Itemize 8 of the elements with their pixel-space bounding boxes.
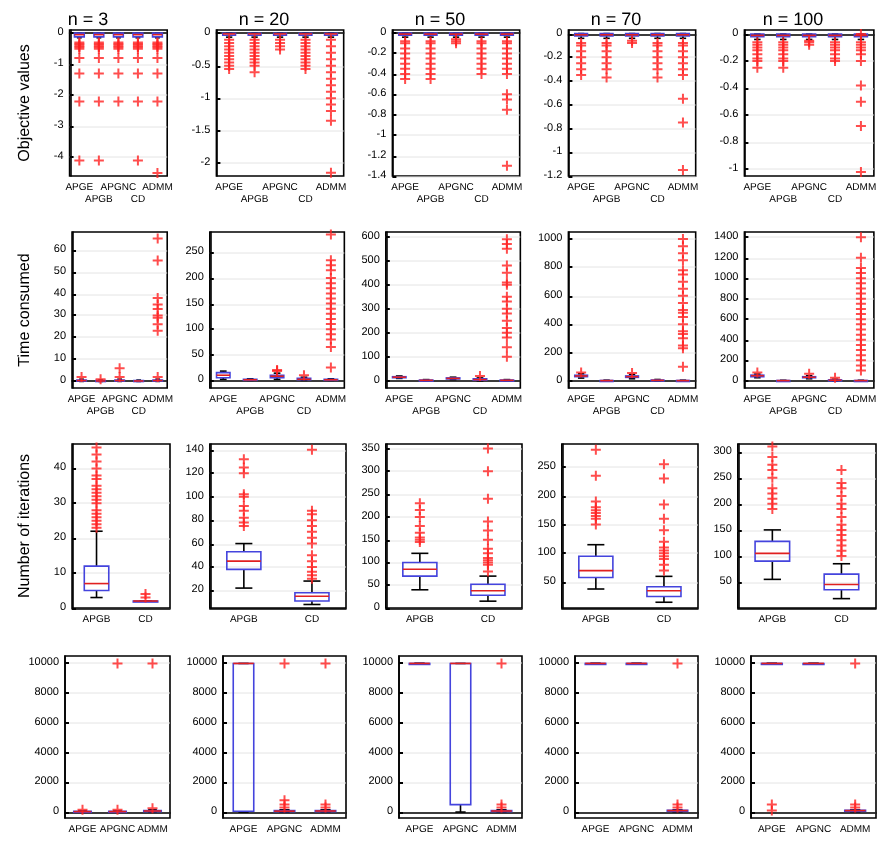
chart-title: n = 70 — [590, 9, 642, 29]
y-axis-title: Objective values — [15, 44, 33, 162]
y-axis-title: Number of iterations — [15, 453, 33, 599]
chart-title: n = 3 — [67, 9, 109, 29]
chart-title: n = 100 — [762, 9, 824, 29]
chart-title: n = 50 — [414, 9, 466, 29]
y-axis-title: Time consumed — [15, 253, 33, 367]
chart-title: n = 20 — [238, 9, 290, 29]
